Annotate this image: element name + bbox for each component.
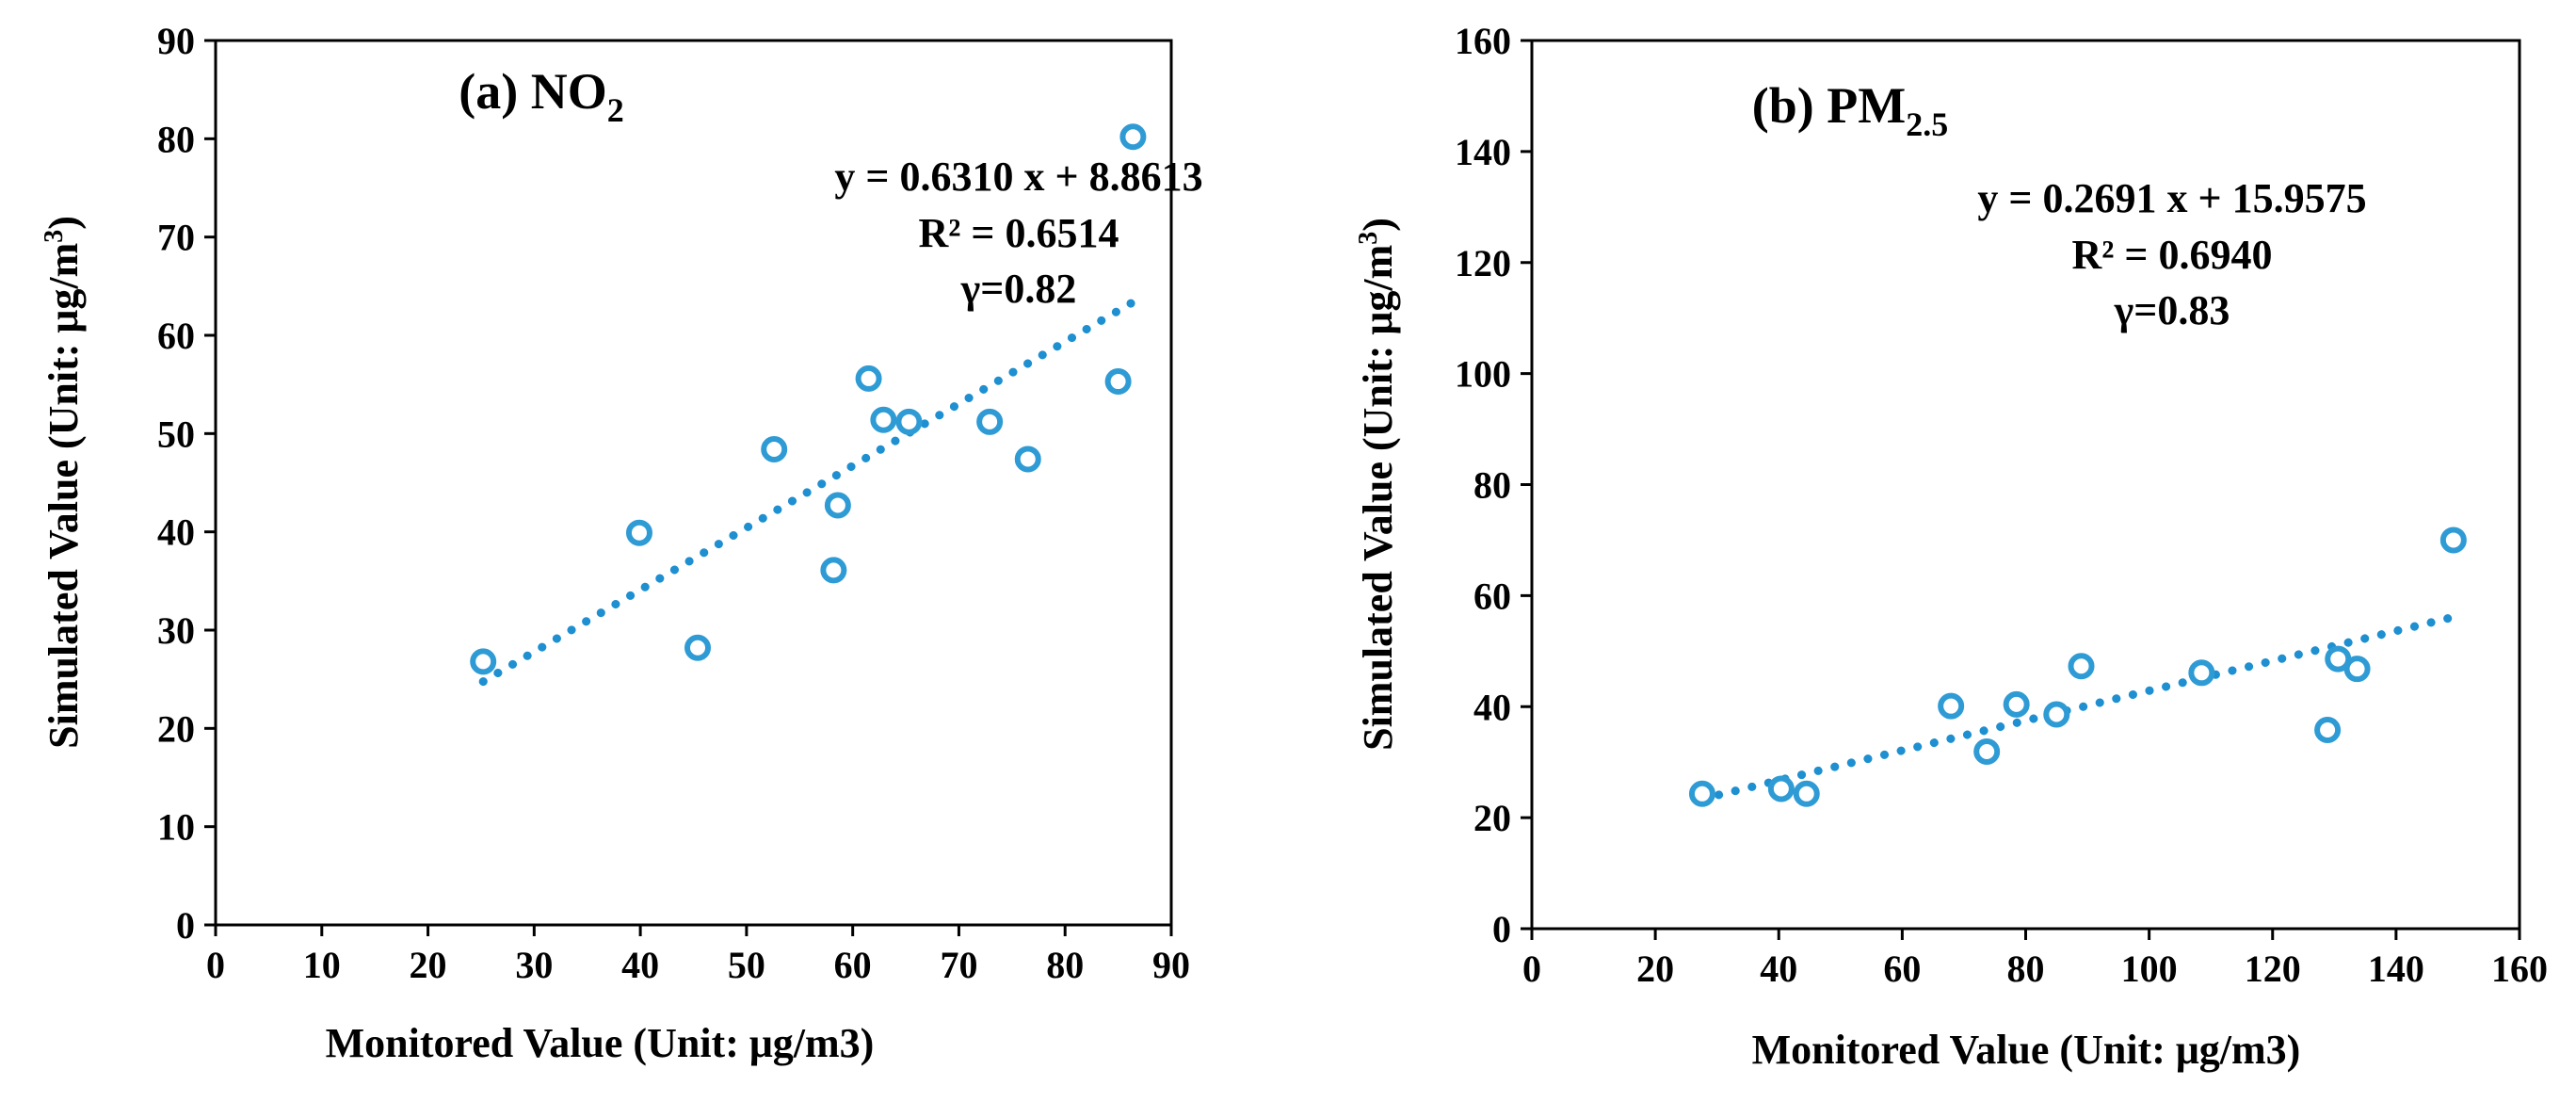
data-point-pm25-0	[1688, 780, 1715, 807]
data-point-no2-4	[820, 557, 847, 584]
y-tick-label-pm25-4: 80	[1473, 464, 1511, 507]
data-point-no2-5	[824, 492, 851, 519]
y-tick-label-no2-6: 60	[157, 315, 195, 357]
data-point-no2-6	[855, 365, 882, 392]
data-point-pm25-9	[2314, 717, 2342, 744]
panel-title-subscript-no2: 2	[607, 91, 624, 129]
y-tick-label-no2-4: 40	[157, 511, 195, 554]
y-axis-title-superscript-pm25: 3	[1354, 232, 1383, 245]
y-tick-label-no2-7: 70	[157, 217, 195, 259]
plot-frame-no2	[214, 39, 1173, 927]
data-point-pm25-7	[2068, 653, 2095, 680]
y-tick-label-no2-5: 50	[157, 413, 195, 455]
x-tick-label-pm25-8: 160	[2491, 948, 2548, 990]
chart-panel-no2: 0 10 20 30 40 50 60 70 80 90 0 10 20 30 40 50 60 70 80 90 (a…	[40, 20, 1203, 1066]
x-tick-label-pm25-2: 40	[1760, 948, 1797, 990]
y-axis-title-suffix-no2: )	[40, 216, 87, 230]
panel-title-main-no2: (a) NO	[459, 63, 606, 120]
y-tick-label-pm25-7: 140	[1455, 131, 1511, 173]
x-tick-label-pm25-5: 100	[2121, 948, 2178, 990]
x-tick-label-no2-9: 90	[1152, 944, 1190, 986]
y-axis-title-main-pm25: Simulated Value (Unit: μg/m	[1355, 245, 1401, 751]
x-tick-label-pm25-3: 60	[1883, 948, 1921, 990]
data-point-pm25-12	[2439, 527, 2467, 554]
plot-frame-pm25	[1530, 39, 2521, 931]
x-tick-label-no2-3: 30	[515, 944, 553, 986]
x-tick-label-no2-0: 0	[206, 944, 225, 986]
x-tick-label-pm25-1: 20	[1636, 948, 1674, 990]
regression-annotation-pm25-0: y = 0.2691 x + 15.9575	[1977, 175, 2366, 221]
data-point-no2-12	[1119, 123, 1147, 151]
data-point-no2-8	[895, 408, 923, 435]
data-point-pm25-6	[2043, 701, 2070, 728]
x-tick-label-no2-4: 40	[621, 944, 659, 986]
data-point-no2-0	[470, 648, 497, 675]
trendline-no2	[478, 298, 1137, 687]
x-axis-title-pm25: Monitored Value (Unit: μg/m3)	[1752, 1027, 2301, 1073]
y-tick-label-pm25-0: 0	[1492, 908, 1511, 950]
regression-annotation-pm25-2: γ=0.83	[2114, 287, 2230, 333]
y-axis-title-suffix-pm25: )	[1355, 218, 1401, 232]
y-tick-label-no2-8: 80	[157, 118, 195, 160]
y-axis-title-superscript-no2: 3	[40, 230, 69, 243]
y-tick-label-no2-0: 0	[176, 904, 195, 947]
y-tick-label-pm25-5: 100	[1455, 353, 1511, 396]
x-tick-label-no2-6: 60	[834, 944, 872, 986]
x-tick-label-pm25-4: 80	[2007, 948, 2045, 990]
x-tick-label-no2-8: 80	[1046, 944, 1084, 986]
data-point-pm25-10	[2325, 645, 2352, 673]
y-tick-label-pm25-1: 20	[1473, 797, 1511, 839]
x-tick-label-pm25-6: 120	[2245, 948, 2301, 990]
panel-title-main-pm25: (b) PM	[1752, 77, 1906, 134]
data-point-pm25-1	[1767, 775, 1795, 802]
chart-panel-pm25: 0 20 40 60 80 100 120 140 160 0 20 40 60 80 100 120 140 1…	[1354, 20, 2548, 1073]
y-axis-title-pm25: Simulated Value (Unit: μg/m3)	[1354, 218, 1401, 751]
data-point-pm25-2	[1793, 780, 1820, 807]
regression-annotation-pm25-1: R² = 0.6940	[2071, 232, 2272, 278]
trendline-pm25	[1698, 612, 2458, 803]
data-point-no2-11	[1104, 368, 1132, 396]
regression-annotation-no2-2: γ=0.82	[960, 266, 1077, 312]
data-point-pm25-3	[1938, 692, 1965, 720]
x-axis-title-no2: Monitored Value (Unit: μg/m3)	[326, 1020, 875, 1066]
data-point-no2-7	[870, 406, 897, 433]
regression-annotation-no2-1: R² = 0.6514	[918, 210, 1119, 256]
panel-title-pm25: (b) PM2.5	[1752, 77, 1948, 143]
data-point-pm25-11	[2343, 656, 2371, 683]
panel-title-no2: (a) NO2	[459, 63, 623, 129]
y-tick-label-no2-1: 10	[157, 806, 195, 849]
x-tick-label-no2-2: 20	[410, 944, 447, 986]
data-point-no2-3	[761, 436, 788, 463]
data-point-pm25-5	[2003, 690, 2030, 718]
y-tick-label-no2-2: 20	[157, 707, 195, 750]
y-tick-label-pm25-3: 60	[1473, 575, 1511, 617]
panel-title-subscript-pm25: 2.5	[1906, 105, 1948, 143]
y-tick-label-no2-3: 30	[157, 609, 195, 652]
data-point-pm25-8	[2188, 659, 2215, 687]
y-tick-label-pm25-2: 40	[1473, 686, 1511, 728]
regression-annotation-no2-0: y = 0.6310 x + 8.8613	[834, 154, 1202, 200]
y-tick-label-no2-9: 90	[157, 20, 195, 62]
x-tick-label-pm25-0: 0	[1522, 948, 1541, 990]
data-point-no2-10	[1014, 446, 1041, 473]
y-tick-label-pm25-6: 120	[1455, 242, 1511, 284]
data-point-no2-9	[976, 408, 1004, 435]
data-point-no2-2	[684, 634, 712, 661]
data-point-pm25-4	[1973, 737, 2001, 765]
y-axis-title-no2: Simulated Value (Unit: μg/m3)	[40, 216, 87, 749]
x-tick-label-no2-5: 50	[728, 944, 765, 986]
y-axis-title-main-no2: Simulated Value (Unit: μg/m	[40, 243, 87, 749]
x-tick-label-pm25-7: 140	[2368, 948, 2424, 990]
x-tick-label-no2-1: 10	[303, 944, 341, 986]
x-tick-label-no2-7: 70	[940, 944, 977, 986]
data-point-no2-1	[625, 519, 652, 546]
y-tick-label-pm25-8: 160	[1455, 20, 1511, 62]
